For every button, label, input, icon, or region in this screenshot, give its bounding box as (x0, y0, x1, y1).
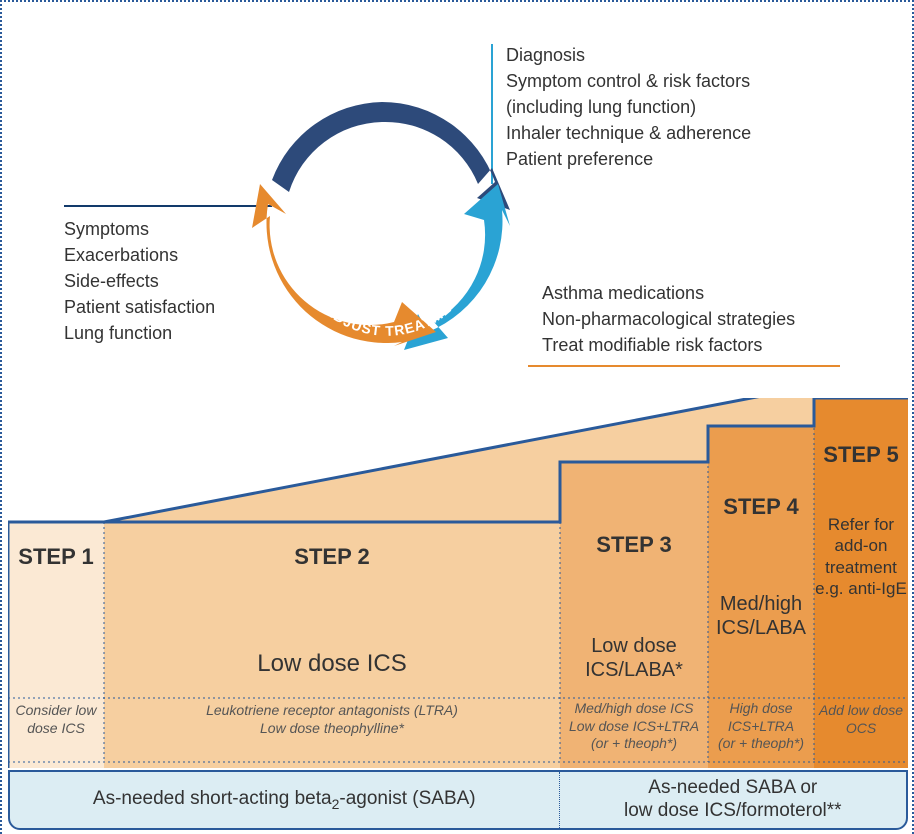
step-5: STEP 5 Refer for add-on treatment e.g. a… (814, 410, 908, 599)
step-1-alt: Consider low dose ICS (8, 702, 104, 737)
text-line: Diagnosis (506, 42, 751, 68)
cycle-label-assess: ASSESS (436, 244, 483, 307)
step-title: STEP 4 (708, 494, 814, 520)
step-alt: Consider low dose ICS (8, 702, 104, 737)
step-title: STEP 1 (8, 544, 104, 570)
step-5-alt: Add low dose OCS (814, 702, 908, 737)
step-2: STEP 2 Low dose ICS (104, 522, 560, 679)
adjust-rule (528, 365, 840, 367)
step-2-alt: Leukotriene receptor antagonists (LTRA) … (104, 702, 560, 737)
step-4-alt: High dose ICS+LTRA (or + theoph*) (708, 700, 814, 753)
cycle-arrows: REVIEW RESPONSE ASSESS ADJUST TREATMENT (252, 92, 512, 352)
text-line: Lung function (64, 320, 215, 346)
reliever-right: As-needed SABA or low dose ICS/formotero… (560, 772, 906, 828)
diagram-root: Diagnosis Symptom control & risk factors… (0, 0, 914, 834)
svg-text:ASSESS: ASSESS (436, 244, 483, 307)
step-title: STEP 2 (104, 544, 560, 570)
text-line: Non-pharmacological strategies (542, 306, 795, 332)
step-alt: Add low dose OCS (814, 702, 908, 737)
cycle-svg: REVIEW RESPONSE ASSESS ADJUST TREATMENT (252, 92, 512, 352)
text-line: Exacerbations (64, 242, 215, 268)
review-rule (64, 205, 272, 207)
step-alt: Med/high dose ICS Low dose ICS+LTRA (or … (560, 700, 708, 753)
text-line: Inhaler technique & adherence (506, 120, 751, 146)
text-line: Patient satisfaction (64, 294, 215, 320)
step-main: Med/high ICS/LABA (708, 592, 814, 640)
step-alt: High dose ICS+LTRA (or + theoph*) (708, 700, 814, 753)
reliever-row: As-needed short-acting beta2-agonist (SA… (8, 770, 908, 830)
step-3: STEP 3 Low dose ICS/LABA* (560, 492, 708, 682)
text-line: Symptoms (64, 216, 215, 242)
step-4: STEP 4 Med/high ICS/LABA (708, 456, 814, 640)
step-main: Refer for add-on treatment e.g. anti-IgE (814, 514, 908, 599)
text-line: Asthma medications (542, 280, 795, 306)
step-diagram: STEP 1 Consider low dose ICS STEP 2 Low … (8, 398, 908, 830)
assess-text: Diagnosis Symptom control & risk factors… (506, 42, 751, 172)
text-line: Symptom control & risk factors (506, 68, 751, 94)
adjust-text: Asthma medications Non-pharmacological s… (542, 280, 795, 358)
reliever-left: As-needed short-acting beta2-agonist (SA… (93, 788, 476, 812)
step-main: Low dose ICS/LABA* (560, 634, 708, 682)
text-line: Patient preference (506, 146, 751, 172)
step-main: Low dose ICS (104, 650, 560, 679)
text-line: Side-effects (64, 268, 215, 294)
step-1: STEP 1 (8, 522, 104, 570)
text-line: Treat modifiable risk factors (542, 332, 795, 358)
step-alt: Leukotriene receptor antagonists (LTRA) … (104, 702, 560, 737)
step-title: STEP 3 (560, 532, 708, 558)
step-3-alt: Med/high dose ICS Low dose ICS+LTRA (or … (560, 700, 708, 753)
review-text: Symptoms Exacerbations Side-effects Pati… (64, 216, 215, 346)
step-title: STEP 5 (814, 442, 908, 468)
text-line: (including lung function) (506, 94, 751, 120)
